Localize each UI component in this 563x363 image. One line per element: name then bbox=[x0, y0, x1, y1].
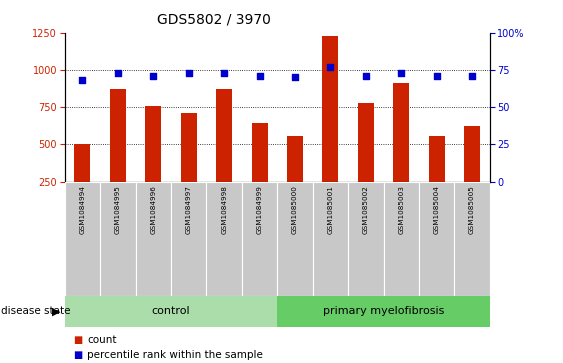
Bar bbox=[181, 113, 196, 182]
Bar bbox=[207, 182, 242, 296]
Text: GSM1084996: GSM1084996 bbox=[150, 185, 157, 234]
Bar bbox=[74, 144, 91, 182]
Bar bbox=[278, 296, 490, 327]
Bar bbox=[419, 182, 454, 296]
Text: ■: ■ bbox=[73, 350, 82, 360]
Bar bbox=[100, 182, 136, 296]
Bar bbox=[278, 182, 312, 296]
Point bbox=[255, 73, 264, 79]
Point bbox=[432, 73, 441, 79]
Text: percentile rank within the sample: percentile rank within the sample bbox=[87, 350, 263, 360]
Bar bbox=[428, 136, 445, 182]
Text: GSM1085000: GSM1085000 bbox=[292, 185, 298, 234]
Text: GSM1084994: GSM1084994 bbox=[79, 185, 86, 234]
Text: control: control bbox=[151, 306, 190, 316]
Bar bbox=[323, 36, 338, 182]
Point bbox=[113, 70, 122, 76]
Text: primary myelofibrosis: primary myelofibrosis bbox=[323, 306, 444, 316]
Bar bbox=[242, 182, 277, 296]
Bar bbox=[65, 182, 100, 296]
Text: GSM1084997: GSM1084997 bbox=[186, 185, 192, 234]
Text: ▶: ▶ bbox=[52, 306, 61, 316]
Text: GSM1084995: GSM1084995 bbox=[115, 185, 121, 234]
Point bbox=[397, 70, 406, 76]
Point bbox=[220, 70, 229, 76]
Bar bbox=[136, 182, 171, 296]
Point bbox=[78, 77, 87, 83]
Point bbox=[184, 70, 193, 76]
Text: GSM1084998: GSM1084998 bbox=[221, 185, 227, 234]
Bar bbox=[464, 126, 480, 182]
Text: GSM1085001: GSM1085001 bbox=[328, 185, 333, 234]
Bar bbox=[454, 182, 490, 296]
Bar bbox=[171, 182, 207, 296]
Text: GSM1085004: GSM1085004 bbox=[434, 185, 440, 234]
Bar bbox=[348, 182, 383, 296]
Bar bbox=[358, 103, 374, 182]
Text: ■: ■ bbox=[73, 335, 82, 346]
Text: GSM1084999: GSM1084999 bbox=[257, 185, 262, 234]
Point bbox=[149, 73, 158, 79]
Text: count: count bbox=[87, 335, 117, 346]
Text: GDS5802 / 3970: GDS5802 / 3970 bbox=[157, 13, 271, 27]
Bar bbox=[145, 106, 161, 182]
Bar bbox=[216, 89, 232, 182]
Bar bbox=[110, 89, 126, 182]
Bar bbox=[394, 83, 409, 182]
Point bbox=[361, 73, 370, 79]
Bar bbox=[312, 182, 348, 296]
Bar bbox=[287, 136, 303, 182]
Text: GSM1085003: GSM1085003 bbox=[398, 185, 404, 234]
Point bbox=[468, 73, 477, 79]
Text: GSM1085005: GSM1085005 bbox=[469, 185, 475, 234]
Bar bbox=[65, 296, 278, 327]
Bar bbox=[252, 123, 267, 182]
Point bbox=[291, 74, 300, 80]
Point bbox=[326, 64, 335, 70]
Bar bbox=[383, 182, 419, 296]
Text: disease state: disease state bbox=[1, 306, 70, 316]
Text: GSM1085002: GSM1085002 bbox=[363, 185, 369, 234]
